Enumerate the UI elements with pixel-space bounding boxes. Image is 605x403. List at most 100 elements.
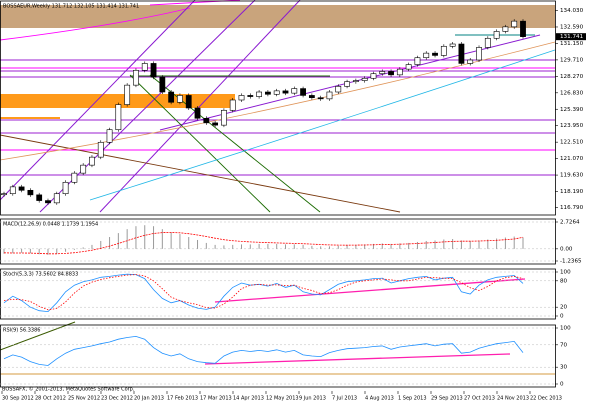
y-tick-label: 132.590 bbox=[560, 24, 584, 30]
x-tick-label: 20 Jan 2013 bbox=[134, 396, 164, 402]
candle bbox=[27, 189, 34, 196]
price-label-box bbox=[556, 33, 586, 41]
candle bbox=[150, 63, 157, 78]
support-zone bbox=[0, 94, 235, 108]
candle bbox=[221, 109, 227, 126]
candle bbox=[89, 156, 95, 166]
y-tick-label: 2.7264 bbox=[560, 220, 580, 226]
candle bbox=[133, 69, 139, 86]
candle bbox=[300, 88, 306, 96]
candle bbox=[168, 91, 175, 103]
x-tick-label: 25 Nov 2012 bbox=[68, 396, 100, 402]
y-tick-label: 134.030 bbox=[560, 8, 584, 14]
x-tick-label: 24 Nov 2013 bbox=[497, 396, 529, 402]
x-tick-label: 4 Aug 2013 bbox=[365, 396, 394, 402]
candle bbox=[432, 52, 438, 56]
panel-title: MACD(12,26,9) 0.0448 1.1739 1.1954 bbox=[3, 222, 98, 228]
y-tick-label: 70 bbox=[560, 342, 568, 348]
candle bbox=[106, 129, 113, 143]
x-tick-label: 17 Feb 2013 bbox=[167, 396, 198, 402]
candle bbox=[520, 20, 526, 37]
candle bbox=[352, 80, 359, 83]
panel-title: Stoch(5,3,3) 73.5602 84.8833 bbox=[3, 272, 78, 278]
footer: BOSSAFX, © 2001-2013, MetaQuotes Softwar… bbox=[2, 386, 135, 393]
candle bbox=[273, 90, 280, 95]
x-tick-label: 27 Oct 2013 bbox=[464, 396, 495, 402]
candle bbox=[124, 84, 131, 105]
candle bbox=[388, 71, 394, 76]
candle bbox=[458, 43, 465, 64]
candle bbox=[71, 172, 78, 183]
candle bbox=[256, 91, 263, 97]
candle bbox=[159, 76, 166, 93]
candle bbox=[511, 20, 518, 28]
y-tick-label: 0 bbox=[560, 314, 564, 320]
y-tick-label: 0 bbox=[560, 382, 564, 388]
y-tick-label: 119.630 bbox=[560, 173, 584, 179]
panel-title: BOSSAEUR,Weekly 131.712 132.105 131.414 … bbox=[3, 4, 139, 10]
signal-line bbox=[3, 232, 524, 255]
x-tick-label: 17 Mar 2013 bbox=[200, 396, 232, 402]
indicator-line bbox=[3, 273, 524, 313]
y-tick-label: 126.830 bbox=[560, 90, 584, 96]
candle bbox=[194, 107, 201, 119]
indicator-drawings bbox=[0, 278, 555, 375]
y-tick-label: 123.950 bbox=[560, 123, 584, 129]
candle bbox=[238, 95, 245, 101]
trend-line bbox=[0, 134, 401, 213]
panel-frame bbox=[0, 268, 556, 320]
x-tick-label: 7 Jul 2013 bbox=[332, 396, 357, 402]
candle bbox=[502, 26, 509, 32]
candle bbox=[484, 37, 491, 48]
candle bbox=[326, 91, 333, 100]
candle bbox=[229, 99, 236, 111]
x-tick-label: 30 Sep 2012 bbox=[2, 396, 34, 402]
candle bbox=[141, 63, 148, 71]
y-tick-label: -1.2365 bbox=[560, 259, 582, 265]
candle bbox=[344, 81, 350, 87]
current-price-label: 131.741 bbox=[560, 34, 584, 40]
x-tick-label: 14 Apr 2013 bbox=[233, 396, 264, 402]
candle bbox=[36, 194, 43, 201]
candle bbox=[212, 122, 219, 126]
y-tick-label: 116.790 bbox=[560, 205, 584, 211]
candle bbox=[264, 91, 271, 95]
y-tick-label: 30 bbox=[560, 365, 568, 371]
y-tick-label: 131.150 bbox=[560, 41, 584, 47]
x-tick-label: 23 Dec 2012 bbox=[101, 396, 133, 402]
panel-frame bbox=[0, 0, 556, 216]
candle bbox=[308, 95, 315, 99]
candle bbox=[18, 186, 25, 191]
candle bbox=[62, 181, 69, 195]
x-tick-label: 28 Oct 2012 bbox=[35, 396, 66, 402]
candle bbox=[45, 200, 51, 204]
panel-title: RSI(9) 56.3386 bbox=[3, 328, 40, 334]
candle bbox=[405, 64, 412, 70]
candle bbox=[423, 52, 430, 59]
candle bbox=[396, 68, 403, 76]
candle bbox=[53, 193, 60, 204]
y-tick-label: 0.00 bbox=[560, 246, 573, 252]
x-tick-label: 29 Sep 2013 bbox=[431, 396, 463, 402]
x-tick-label: 22 Dec 2013 bbox=[530, 396, 562, 402]
y-tick-label: 121.070 bbox=[560, 156, 584, 162]
y-tick-label: 100 bbox=[560, 270, 571, 276]
candle bbox=[291, 88, 298, 94]
rsi-trend-line bbox=[0, 321, 76, 351]
candle bbox=[203, 117, 210, 124]
y-tick-label: 129.710 bbox=[560, 57, 584, 63]
panel-frame bbox=[0, 324, 556, 388]
drawing-objects bbox=[0, 0, 556, 213]
magenta-levels bbox=[0, 0, 555, 151]
y-tick-label: 20 bbox=[560, 305, 568, 311]
candle bbox=[9, 186, 16, 195]
indicator-line bbox=[3, 335, 524, 366]
candle bbox=[247, 95, 254, 97]
candle bbox=[414, 57, 421, 65]
candle bbox=[115, 104, 122, 131]
candle bbox=[449, 43, 456, 47]
y-tick-label: 128.270 bbox=[560, 74, 584, 80]
candle bbox=[370, 73, 377, 79]
